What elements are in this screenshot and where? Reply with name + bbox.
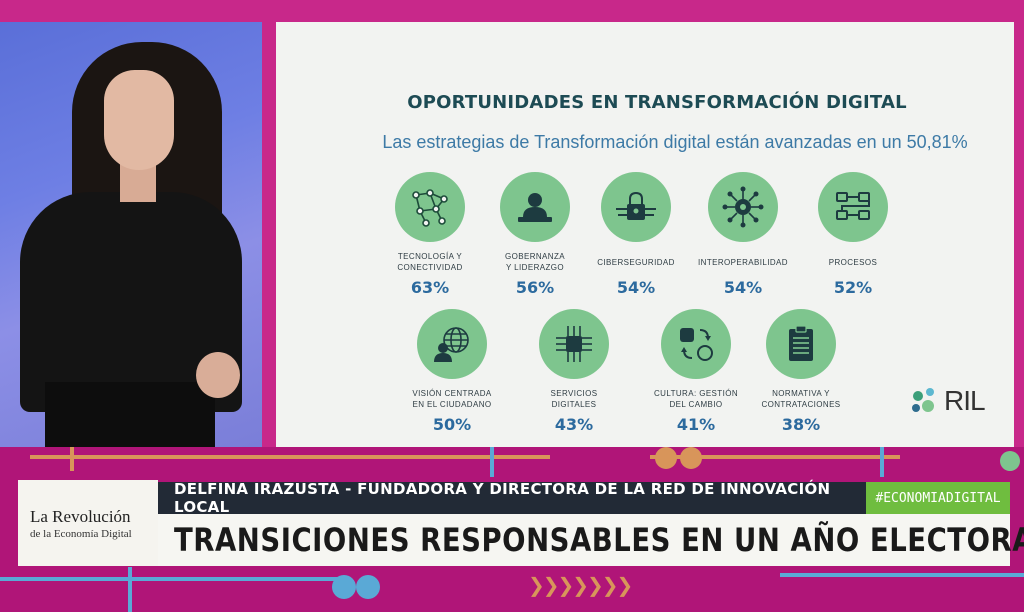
item-label: CULTURA: GESTIÓN	[653, 389, 739, 398]
item-label: CONECTIVIDAD	[397, 263, 463, 272]
presenter-pants	[45, 382, 215, 447]
chip-circuit-icon	[539, 309, 609, 379]
item-label: CIBERSEGURIDAD	[597, 257, 675, 267]
padlock-circuit-icon	[601, 172, 671, 242]
ril-logo: RIL	[908, 384, 986, 418]
decor-dot	[655, 447, 677, 469]
ril-logo-mark-icon	[912, 388, 934, 412]
item-label: CONTRATACIONES	[761, 400, 841, 409]
presenter-video	[0, 22, 262, 447]
hashtag-badge: #ECONOMIADIGITAL	[866, 482, 1010, 514]
item-ciberseguridad: CIBERSEGURIDAD 54%	[566, 172, 706, 297]
headline-banner: TRANSICIONES RESPONSABLES EN UN AÑO ELEC…	[158, 514, 1024, 566]
item-percentage: 56%	[515, 278, 555, 297]
item-percentage: 41%	[676, 415, 716, 434]
item-label: SERVICIOS	[550, 389, 598, 398]
item-label: TECNOLOGÍA Y	[397, 252, 463, 261]
presentation-slide: OPORTUNIDADES EN TRANSFORMACIÓN DIGITAL …	[276, 22, 1014, 447]
item-tecnologia: TECNOLOGÍA Y CONECTIVIDAD 63%	[360, 172, 500, 297]
frame-divider	[262, 22, 276, 447]
leader-at-desk-icon	[500, 172, 570, 242]
guest-name-bar: DELFINA IRAZUSTA - FUNDADORA Y DIRECTORA…	[158, 480, 866, 516]
item-label: EN EL CIUDADANO	[412, 400, 492, 409]
item-percentage: 52%	[833, 278, 873, 297]
item-vision-ciudadano: VISIÓN CENTRADA EN EL CIUDADANO 50%	[382, 309, 522, 434]
gear-network-icon	[708, 172, 778, 242]
frame-top-border	[0, 0, 1024, 22]
decor-line	[780, 573, 1024, 577]
slide-subtitle: Las estrategias de Transformación digita…	[382, 132, 968, 152]
item-percentage: 38%	[781, 415, 821, 434]
decor-dot	[680, 447, 702, 469]
citizen-globe-icon	[417, 309, 487, 379]
item-percentage: 54%	[616, 278, 656, 297]
item-procesos: PROCESOS 52%	[783, 172, 923, 297]
presenter-hand	[196, 352, 240, 398]
decor-line	[30, 455, 550, 459]
item-label: NORMATIVA Y	[772, 389, 830, 398]
item-percentage: 50%	[432, 415, 472, 434]
frame-right-border	[1014, 22, 1024, 447]
program-logo-line2: de la Economía Digital	[30, 527, 132, 540]
program-logo: La Revolución de la Economía Digital	[18, 480, 158, 566]
item-gobernanza: GOBERNANZA Y LIDERAZGO 56%	[465, 172, 605, 297]
presenter-face	[104, 70, 174, 170]
decor-dot	[332, 575, 356, 599]
ril-logo-text: RIL	[944, 385, 986, 416]
change-cycle-icon	[661, 309, 731, 379]
item-percentage: 63%	[410, 278, 450, 297]
item-percentage: 43%	[554, 415, 594, 434]
item-label: VISIÓN CENTRADA	[412, 389, 492, 398]
item-percentage: 54%	[723, 278, 763, 297]
slide-title: OPORTUNIDADES EN TRANSFORMACIÓN DIGITAL	[407, 92, 907, 113]
decor-dot	[1000, 451, 1020, 471]
item-label: DIGITALES	[551, 400, 597, 409]
item-servicios-digitales: SERVICIOS DIGITALES 43%	[504, 309, 644, 434]
decor-line	[490, 447, 494, 477]
item-interoperabilidad: INTEROPERABILIDAD 54%	[673, 172, 813, 297]
headline-text: TRANSICIONES RESPONSABLES EN UN AÑO ELEC…	[174, 521, 1024, 559]
item-label: DEL CAMBIO	[669, 400, 723, 409]
item-label: GOBERNANZA	[504, 252, 565, 261]
decor-chevrons: ❯❯❯❯❯❯❯	[528, 573, 633, 597]
program-logo-line1: La Revolución	[30, 506, 131, 526]
item-label: INTEROPERABILIDAD	[698, 257, 788, 267]
item-label: Y LIDERAZGO	[505, 263, 565, 272]
network-nodes-icon	[395, 172, 465, 242]
decor-line	[880, 447, 884, 477]
decor-line	[650, 455, 900, 459]
item-label: PROCESOS	[828, 257, 878, 267]
decor-dot	[356, 575, 380, 599]
process-flow-icon	[818, 172, 888, 242]
decor-line	[70, 447, 74, 471]
decor-line	[128, 567, 132, 612]
decor-line	[0, 577, 340, 581]
item-normativa: NORMATIVA Y CONTRATACIONES 38%	[731, 309, 871, 434]
clipboard-icon	[766, 309, 836, 379]
item-cultura-cambio: CULTURA: GESTIÓN DEL CAMBIO 41%	[626, 309, 766, 434]
